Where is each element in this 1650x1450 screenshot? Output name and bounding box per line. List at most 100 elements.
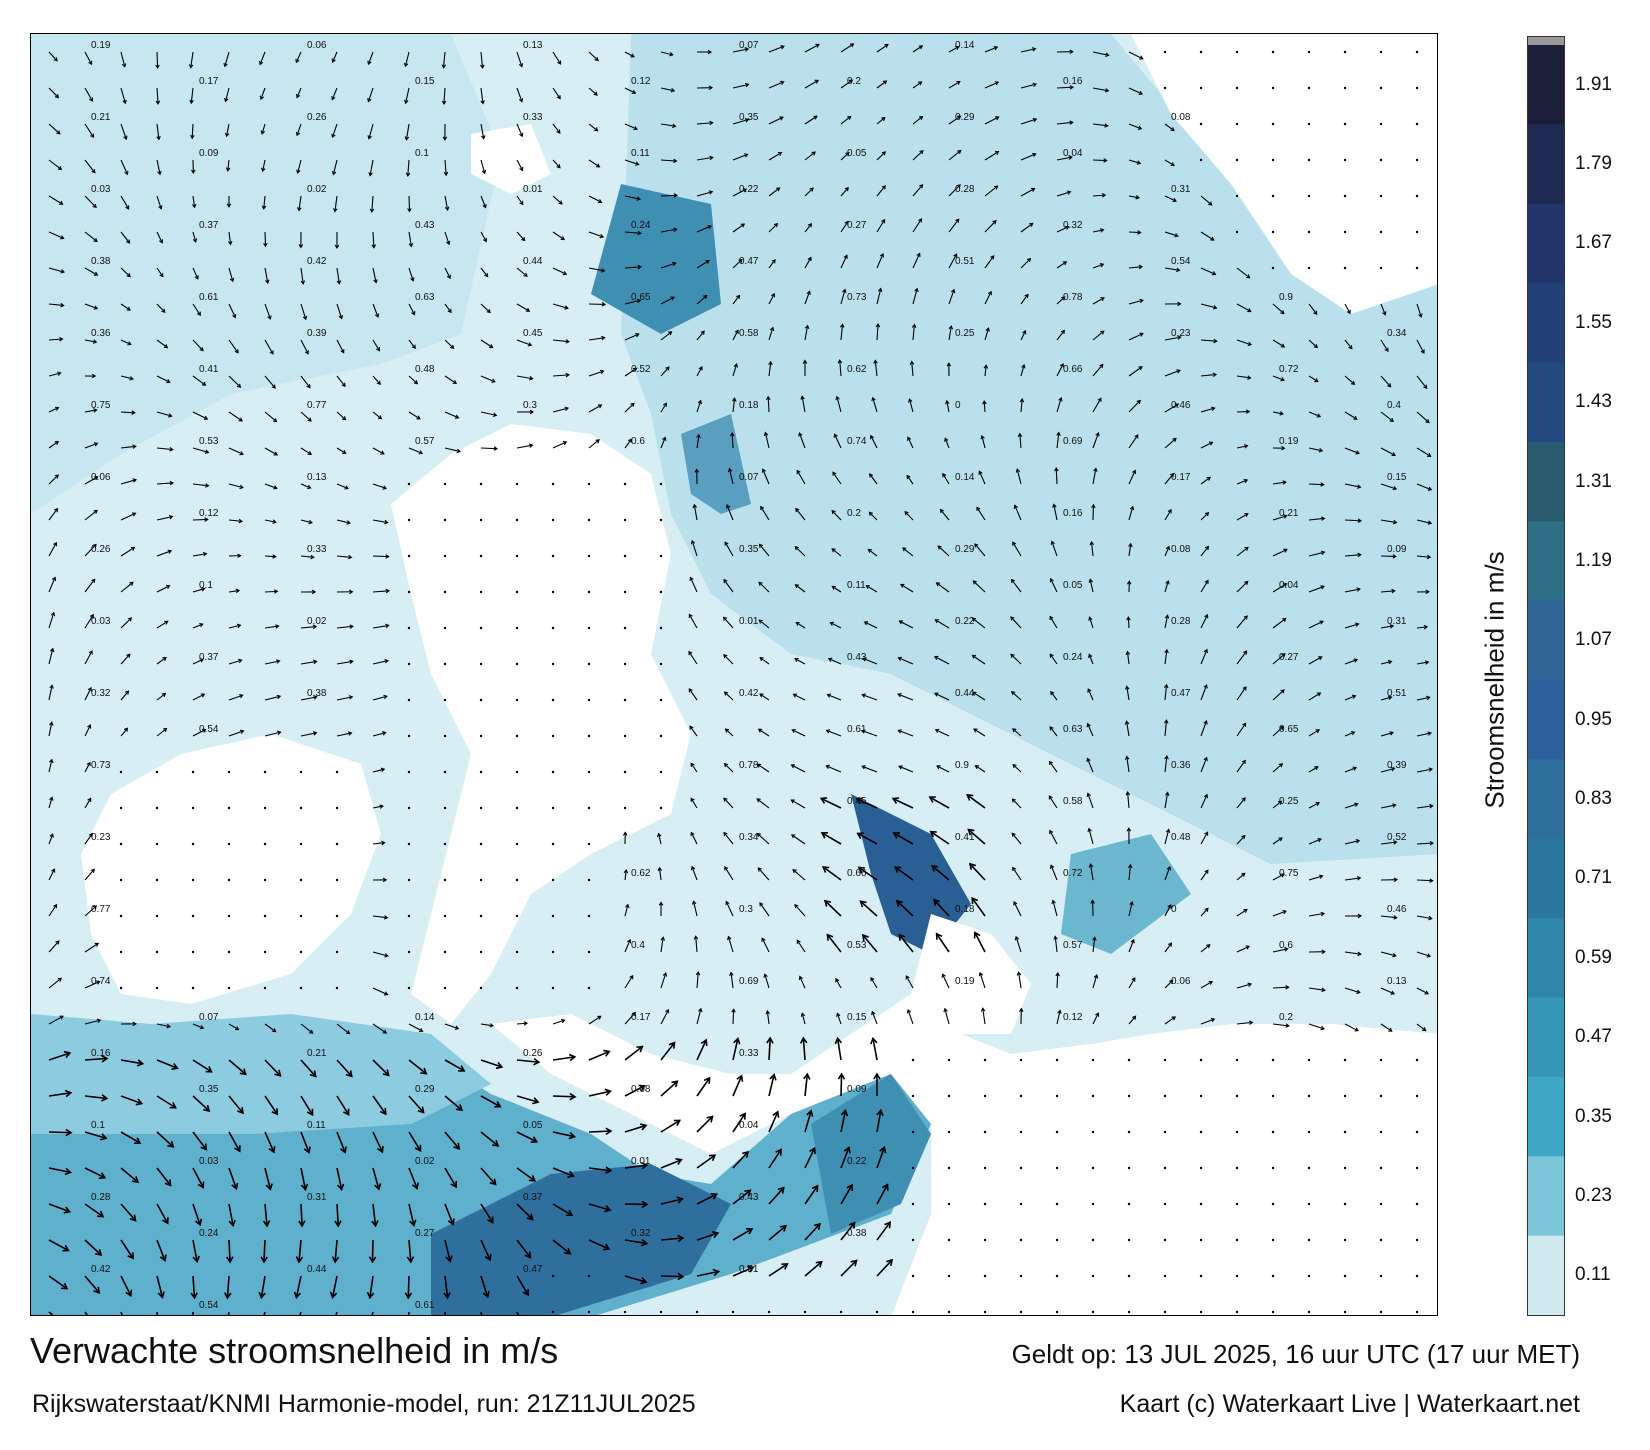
arrow-head [1138,366,1143,371]
current-arrow [84,798,92,809]
current-arrow [934,656,950,665]
arrow-head [1212,305,1218,310]
arrow-head [1165,545,1171,551]
grid-dot [1235,50,1239,54]
grid-dot [443,590,447,594]
current-arrow [1308,303,1318,315]
speed-value-label: 0.06 [307,40,327,51]
arrow-head [691,900,697,905]
east-peninsula [911,914,1031,1034]
arrow-head [630,402,635,407]
current-arrow [228,1203,234,1226]
current-arrow [408,339,416,349]
arrow-head [881,218,886,224]
arrow-head [623,868,629,874]
grid-dot [911,1166,915,1170]
current-arrow [1272,303,1285,314]
current-arrow [796,940,806,953]
grid-dot [299,770,303,774]
grid-dot [119,878,123,882]
arrow-head [825,764,830,770]
grid-dot [551,806,555,810]
grid-dot [1235,230,1239,234]
arrow-head [1213,338,1218,344]
current-arrow [516,1239,531,1258]
current-arrow [372,483,387,489]
current-arrow [156,657,167,665]
current-arrow [192,231,197,243]
current-arrow [334,195,338,212]
current-arrow [624,299,641,305]
current-arrow [660,262,676,269]
arrow-head [761,937,766,942]
current-arrow [1020,153,1036,161]
arrow-head [197,1181,205,1189]
arrow-head [1357,951,1362,957]
arrow-head [556,95,561,100]
current-arrow [300,555,314,558]
arrow-head [131,410,136,415]
current-arrow [759,657,770,665]
grid-dot [263,842,267,846]
arrow-head [1321,516,1326,521]
grid-dot [515,806,519,810]
grid-dot [407,590,411,594]
arrow-head [832,471,837,476]
current-arrow [1272,653,1286,665]
arrow-head [95,1248,103,1257]
grid-dot [1235,86,1239,90]
arrow-head [980,434,985,440]
arrow-head [168,413,173,418]
grid-dot [263,770,267,774]
current-arrow [876,253,884,269]
map-panel[interactable]: 0.19 0.06 0.13 0.07 0.14 0.17 0.15 0.12 0.2 0.16 0… [30,33,1438,1316]
arrow-head [455,1104,464,1112]
arrow-head [813,115,818,120]
current-arrow [552,441,567,449]
arrow-head [1389,624,1395,629]
current-arrow [228,519,243,522]
speed-value-label: 0.26 [91,544,111,555]
current-arrow [896,900,914,917]
speed-value-label: 0.02 [307,616,327,627]
current-arrow [1416,1023,1426,1032]
current-arrow [336,303,343,319]
current-arrow [1056,972,1059,989]
arrow-head [239,484,244,490]
current-arrow [1416,447,1431,457]
arrow-head [456,448,462,454]
current-arrow [156,585,170,593]
arrow-head [121,63,127,68]
arrow-head [1390,766,1396,772]
current-arrow [588,195,602,203]
grid-dot [479,482,483,486]
arrow-head [698,366,703,371]
arrow-head [1050,540,1055,545]
arrow-head [733,1037,741,1045]
current-arrow [930,831,950,845]
current-arrow [408,1059,427,1075]
arrow-head [267,315,272,320]
arrow-head [948,324,954,330]
arrow-head [127,617,133,622]
current-arrow [794,546,806,557]
speed-value-label: 0.1 [199,580,213,591]
current-arrow [372,339,380,351]
arrow-head [869,473,874,478]
grid-dot [551,1274,555,1278]
current-arrow [732,188,747,197]
current-arrow [84,123,95,138]
arrow-head [125,205,130,210]
current-arrow [84,905,97,917]
arrow-head [491,378,496,383]
current-arrow [1092,159,1107,162]
current-arrow [1200,407,1215,413]
arrow-head [918,81,923,86]
current-arrow [367,87,374,102]
current-arrow [1272,1023,1289,1027]
current-arrow [48,759,53,773]
arrow-head [93,509,98,514]
arrow-head [1206,476,1212,481]
arrow-head [1049,577,1054,583]
grid-dot [119,950,123,954]
